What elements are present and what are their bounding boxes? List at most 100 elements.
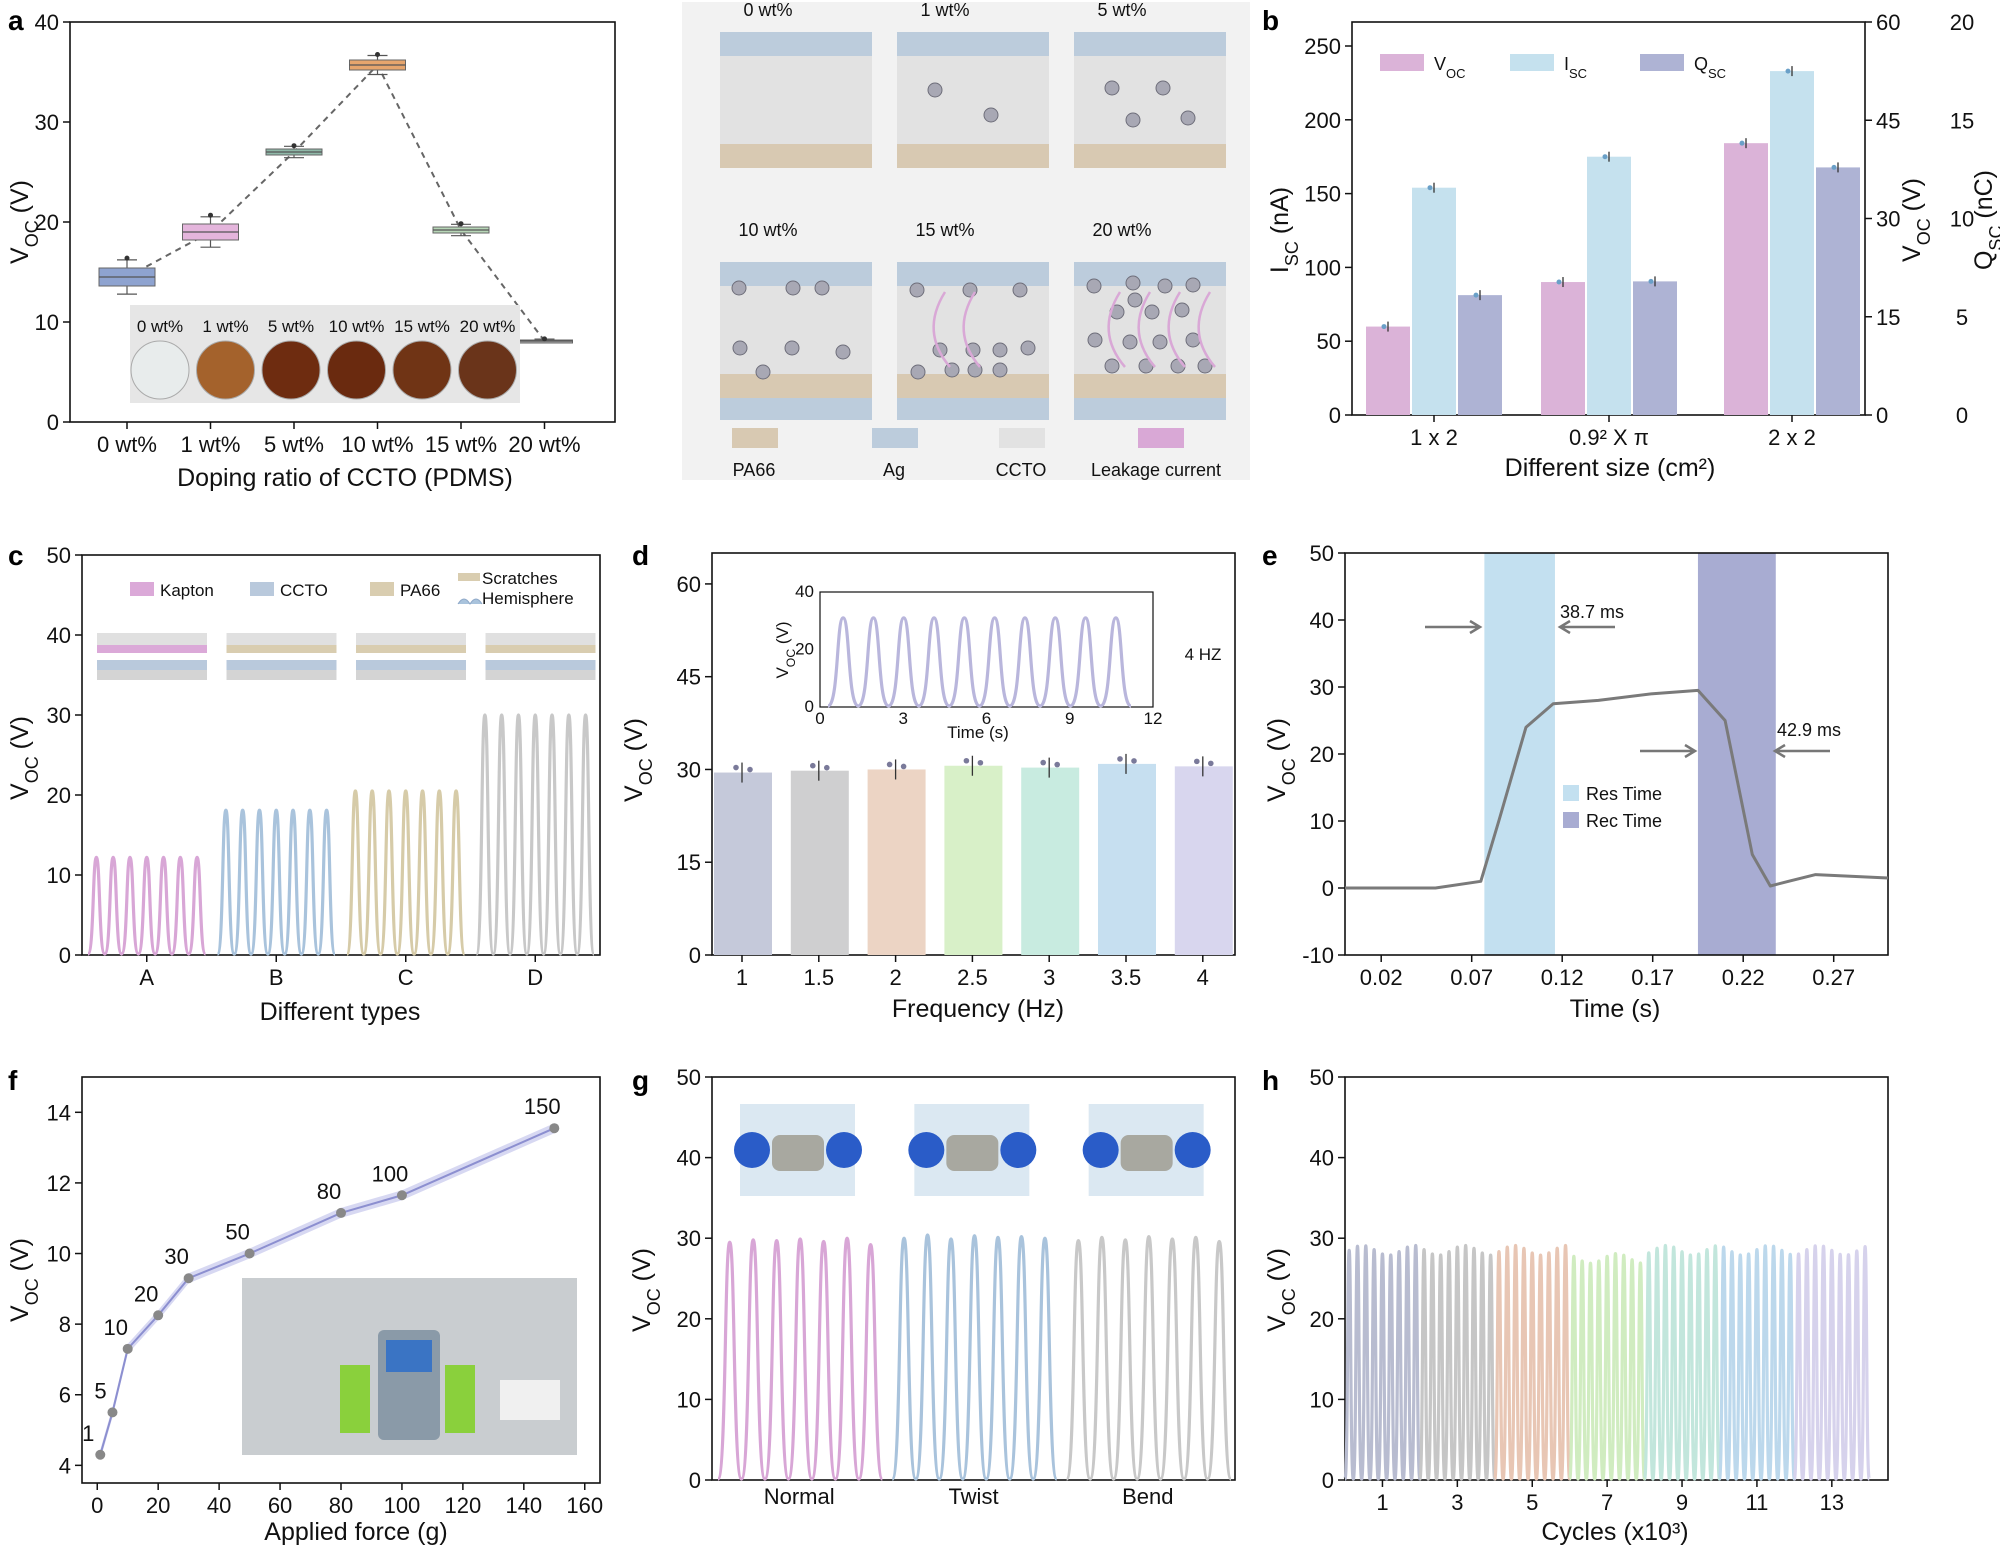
panel-e-res-arrow-left (1425, 619, 1483, 635)
panel-a-inset-disc-3 (327, 340, 386, 400)
panel-a-ylabel: VOC (V) (6, 180, 42, 264)
panel-e-ytick-label: -10 (1302, 943, 1334, 968)
panel-b-point (1473, 292, 1479, 298)
panel-c-legend-label-1: CCTO (280, 581, 328, 600)
panel-d-ytick-label: 30 (677, 757, 701, 782)
panel-a-outlier (208, 212, 213, 218)
panel-g-ylabel-v-main: V (628, 1315, 656, 1332)
panel-g-ytick-label: 30 (677, 1226, 701, 1251)
panel-h-category-xtick-label: 9 (1676, 1490, 1688, 1515)
panel-f-category-xtick-label: 80 (329, 1493, 353, 1518)
panel-b-legend-sub: SC (1569, 66, 1587, 81)
panel-d-point (1117, 756, 1123, 762)
schematic-particle (1125, 275, 1141, 291)
panel-d-category-xtick-label: 4 (1197, 965, 1209, 990)
panel-b-ylabel-left-i-main: I (1266, 266, 1294, 273)
panel-b-left-ytick-label: 50 (1317, 329, 1341, 354)
panel-c-struct-top (485, 633, 596, 645)
panel-b-bar-VOC-1 (1541, 282, 1585, 415)
panel-e-rec-band (1697, 553, 1776, 955)
panel-a-inset-disc-0 (130, 340, 190, 400)
panel-e-ylabel-v-main: V (1263, 785, 1291, 802)
panel-f-point-6 (336, 1207, 346, 1218)
panel-schematic-diagram: 0 wt% 1 wt% 5 wt% 10 wt% 15 wt% 20 wt% PA66 Ag C… (682, 0, 1250, 480)
panel-a-inset-label: 0 wt% (137, 317, 183, 336)
panel-f-ylabel-v-main: V (6, 1305, 34, 1322)
panel-g-ytick-label: 50 (677, 1065, 701, 1090)
panel-b-bar-QSC-1 (1633, 281, 1677, 415)
schematic-particle (1185, 277, 1201, 293)
panel-f-point-0 (95, 1449, 106, 1460)
panel-letter-e: e (1262, 540, 1278, 571)
panel-f-point-4 (183, 1273, 194, 1284)
panel-b-bar-ISC-2 (1770, 71, 1814, 415)
panel-f-category-xtick-label: 60 (268, 1493, 292, 1518)
panel-d-inset-ytick: 40 (795, 582, 814, 601)
panel-f-point-label-3: 20 (134, 1281, 158, 1306)
panel-letter-d: d (632, 540, 649, 571)
panel-g-line-chart: 0 10 20 30 40 50 Normal Twist Bend VOC (V) (628, 1065, 1236, 1509)
panel-c-ylabel-v-sub: OC (22, 756, 42, 783)
panel-h-pulses-6 (1792, 1244, 1871, 1481)
panel-e-ytick-label: 10 (1310, 809, 1334, 834)
panel-e-ytick-label: 30 (1310, 675, 1334, 700)
panel-d-bar-4 (1021, 767, 1080, 955)
panel-c-plot-frame (81, 554, 601, 956)
panel-b-right1-ylabel-v-main: V (1898, 245, 1926, 262)
panel-b-right1-ylabel-v-sub: OC (1914, 218, 1934, 245)
panel-d-inset-ytick: 20 (795, 640, 814, 659)
panel-c-struct-ccto (485, 660, 596, 670)
panel-c-struct-base (97, 670, 207, 680)
panel-f-point-label-1: 5 (94, 1378, 106, 1403)
panel-b-bar-QSC-2 (1816, 167, 1860, 415)
panel-h-category-xtick-label: 11 (1746, 1490, 1769, 1515)
panel-f-inset-meter-screen (386, 1340, 432, 1372)
panel-e-category-xtick-label: 0.22 (1722, 965, 1765, 990)
panel-e-legend-rec-swatch (1563, 812, 1579, 828)
panel-c-legend-hemisphere-swatch (457, 598, 483, 605)
panel-b-point (1556, 279, 1562, 285)
schematic-particle (1020, 340, 1036, 356)
panel-c-category-xtick-label: B (269, 965, 284, 990)
panel-c-ytick-label: 20 (47, 783, 71, 808)
panel-a-outlier (124, 255, 130, 261)
panel-e-ytick-label: 0 (1322, 876, 1334, 901)
panel-h-ytick-label: 10 (1310, 1387, 1334, 1412)
schematic-leakage-arrow (1107, 291, 1126, 368)
panel-d-bar-5 (1098, 763, 1156, 955)
panel-e-ylabel: VOC (V) (1263, 718, 1299, 802)
panel-a-category-xtick-label: 0 wt% (97, 432, 157, 457)
panel-d-point (733, 764, 739, 771)
panel-d-bar-1 (790, 770, 849, 955)
panel-h-ylabel-v-main: V (1263, 1315, 1291, 1332)
panel-h-pulses-5 (1717, 1244, 1796, 1481)
panel-b-ylabel-right2: QSC (nC) (1970, 170, 2000, 270)
panel-f-category-xtick-label: 140 (505, 1493, 542, 1518)
schematic-leakage-arrow (1197, 291, 1216, 368)
panel-c-ytick-label: 30 (47, 703, 71, 728)
schematic-ag-top (897, 32, 1049, 56)
panel-a-outlier (291, 143, 297, 149)
panel-c-category-xtick-label: C (398, 965, 414, 990)
panel-c-ytick-label: 10 (47, 863, 71, 888)
panel-b-point (1381, 324, 1387, 330)
panel-b-ylabel-right2-unit: (nC) (1970, 170, 1998, 226)
schematic-ccto-layer (720, 286, 872, 374)
panel-a-outlier (458, 221, 464, 227)
panel-b-ylabel-right2-q-main: Q (1970, 251, 1998, 270)
panel-b-ylabel-left-unit: (nA) (1266, 187, 1294, 241)
panel-a-ylabel-v-sub: OC (22, 220, 42, 247)
panel-c-struct-ccto (226, 660, 337, 670)
panel-b-bar-QSC-0 (1458, 295, 1502, 415)
schematic-pa66-layer (897, 144, 1049, 168)
panel-a-box-chart: 0 10 20 30 40 0 wt% 1 wt% 5 wt% 10 wt% 15 wt% 20 w… (6, 10, 616, 492)
panel-b-right1-ytick-label: 45 (1876, 108, 1900, 133)
panel-a-inset-label: 20 wt% (460, 317, 516, 336)
panel-e-rec-time-value: 42.9 ms (1777, 720, 1841, 740)
panel-b-right1-ytick-label: 0 (1876, 403, 1888, 428)
schematic-ccto-layer (1074, 56, 1226, 144)
panel-d-category-xtick-label: 1.5 (804, 965, 835, 990)
panel-d-point (963, 757, 970, 764)
panel-b-point (1785, 68, 1791, 74)
panel-d-category-xtick-label: 3.5 (1111, 965, 1142, 990)
